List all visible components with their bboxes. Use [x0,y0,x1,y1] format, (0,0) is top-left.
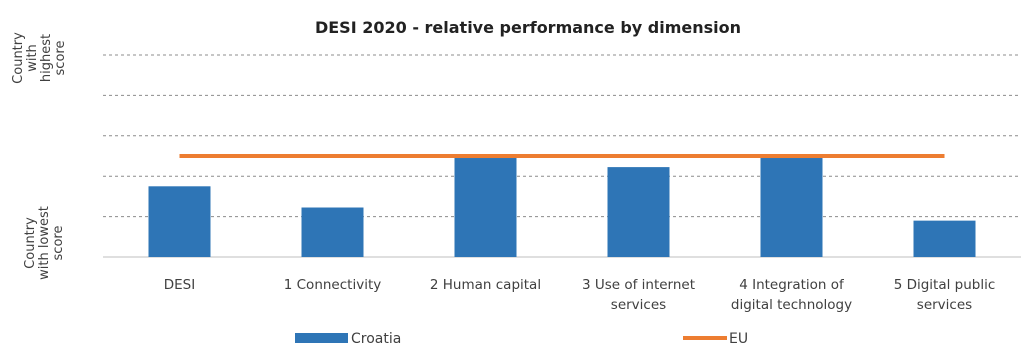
gridlines [103,54,1021,218]
y-label-line: Country [23,217,38,269]
bar [454,158,517,257]
x-tick-label: services [917,297,972,313]
bar-series [148,158,976,257]
chart-title: DESI 2020 - relative performance by dime… [315,18,741,37]
y-label-bottom: Country with lowest score [23,206,66,280]
y-label-line: with lowest [37,206,52,280]
y-label-top: Country with highest score [11,32,68,84]
legend-swatch-croatia [295,333,348,343]
x-tick-label: 5 Digital public [894,277,996,293]
legend: Croatia EU [295,331,748,347]
x-tick-label: services [611,297,666,313]
y-label-line: with [25,44,40,72]
y-label-line: score [53,41,68,76]
bar [913,220,976,257]
x-tick-label: DESI [164,277,195,293]
bar [760,158,823,257]
bar [148,186,211,257]
y-label-line: highest [39,34,54,82]
x-tick-label: 4 Integration of [739,277,845,293]
y-label-line: Country [11,32,26,84]
x-tick-labels: DESI 1 Connectivity 2 Human capital 3 Use o… [164,277,996,313]
x-tick-label: 3 Use of internet [582,277,695,293]
bar [607,167,670,257]
x-tick-label: 2 Human capital [430,277,541,293]
x-tick-label: digital technology [731,297,852,313]
x-tick-label: 1 Connectivity [284,277,381,293]
bar [301,207,364,257]
legend-label-croatia: Croatia [351,331,401,347]
legend-label-eu: EU [729,331,748,347]
y-label-line: score [51,226,66,261]
